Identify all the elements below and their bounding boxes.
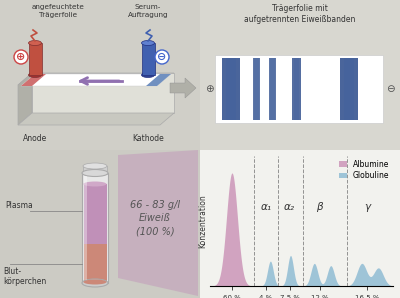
Polygon shape <box>18 73 32 125</box>
Ellipse shape <box>83 163 107 169</box>
Text: Blut-
körperchen: Blut- körperchen <box>3 267 46 286</box>
Ellipse shape <box>142 41 154 46</box>
Circle shape <box>155 50 169 64</box>
Text: Plasma: Plasma <box>5 201 33 210</box>
Polygon shape <box>18 73 174 85</box>
Y-axis label: Konzentration: Konzentration <box>198 194 207 248</box>
Polygon shape <box>170 78 196 98</box>
Text: Serum-
Auftragung: Serum- Auftragung <box>128 4 168 18</box>
Polygon shape <box>21 74 171 86</box>
Bar <box>200 0 400 150</box>
Ellipse shape <box>84 181 106 187</box>
Bar <box>82 173 108 283</box>
Polygon shape <box>118 150 198 296</box>
Polygon shape <box>146 74 171 86</box>
Bar <box>340 58 358 120</box>
Text: γ: γ <box>364 202 370 212</box>
Ellipse shape <box>28 72 42 77</box>
Text: angefeuchtete
Trägerfolie: angefeuchtete Trägerfolie <box>32 4 84 18</box>
Bar <box>84 176 87 280</box>
Bar <box>254 58 259 120</box>
Polygon shape <box>21 74 46 86</box>
Polygon shape <box>18 113 174 125</box>
Text: Trägerfolie mit
aufgetrennten Eiweißbanden: Trägerfolie mit aufgetrennten Eiweißband… <box>244 4 356 24</box>
Ellipse shape <box>82 170 108 176</box>
Bar <box>142 43 155 75</box>
Bar <box>215 55 383 123</box>
Ellipse shape <box>28 41 42 46</box>
Text: β: β <box>316 202 323 212</box>
Bar <box>84 244 106 282</box>
Text: α₁: α₁ <box>260 202 271 212</box>
Bar <box>344 58 354 120</box>
Bar <box>84 184 106 244</box>
Bar <box>0 150 200 298</box>
Circle shape <box>14 50 28 64</box>
Text: ⊖: ⊖ <box>386 84 394 94</box>
Bar <box>83 166 107 174</box>
Bar <box>29 43 42 75</box>
Bar <box>269 58 276 120</box>
Text: α₂: α₂ <box>284 202 295 212</box>
Text: 66 - 83 g/l
Eiweiß
(100 %): 66 - 83 g/l Eiweiß (100 %) <box>130 200 180 236</box>
Bar <box>292 58 301 120</box>
Text: Anode: Anode <box>23 134 47 143</box>
Text: ⊖: ⊖ <box>157 52 167 62</box>
Text: Kathode: Kathode <box>132 134 164 143</box>
Ellipse shape <box>82 279 108 287</box>
Ellipse shape <box>142 72 154 77</box>
Bar <box>226 58 236 120</box>
Bar <box>200 150 400 298</box>
Bar <box>270 58 274 120</box>
Ellipse shape <box>84 280 106 285</box>
Bar <box>294 58 299 120</box>
Text: ⊕: ⊕ <box>205 84 213 94</box>
Bar <box>222 58 240 120</box>
Polygon shape <box>32 73 174 113</box>
Text: ⊕: ⊕ <box>16 52 26 62</box>
Bar <box>253 58 260 120</box>
Legend: Albumine, Globuline: Albumine, Globuline <box>339 160 389 180</box>
